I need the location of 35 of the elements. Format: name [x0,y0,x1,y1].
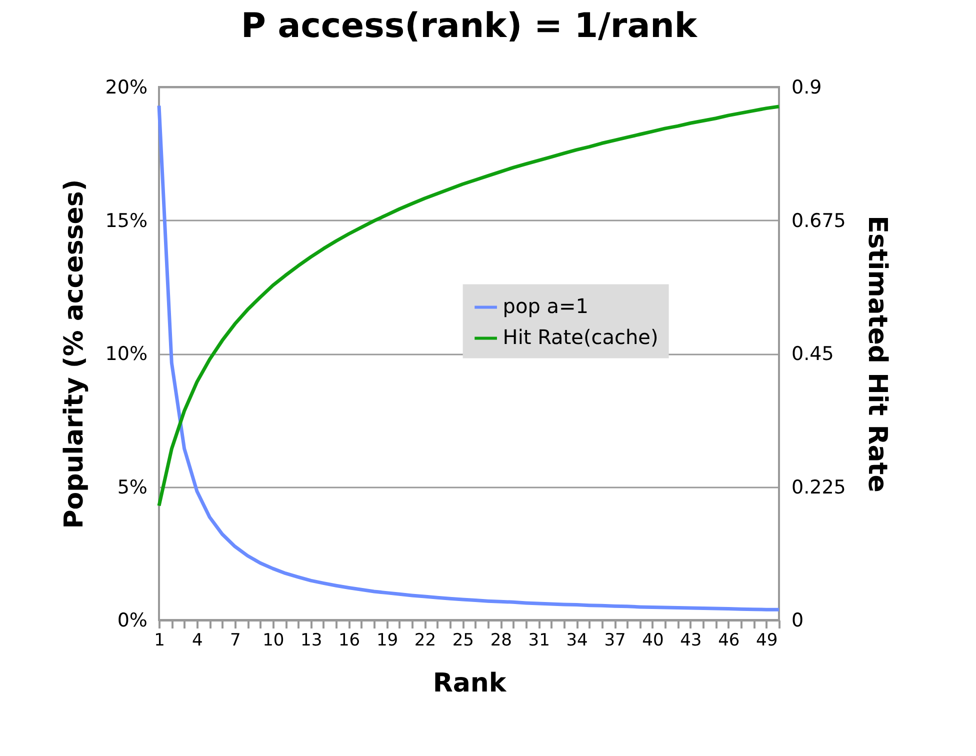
y2-tick-label: 0.45 [792,343,834,365]
x-axis-title: Rank [432,668,507,698]
y2-tick-label: 0 [792,610,804,632]
x-tick-label: 13 [300,630,322,650]
y-tick-label: 10% [105,343,148,365]
x-tick-label: 28 [490,630,512,650]
x-tick-label: 1 [154,630,165,650]
x-tick-label: 16 [338,630,360,650]
x-tick-label: 40 [642,630,664,650]
x-tick-label: 4 [192,630,203,650]
y-tick-label: 0% [117,610,148,632]
legend-label: pop a=1 [502,294,589,318]
y2-axis-title: Estimated Hit Rate [862,216,892,492]
y-tick-label: 20% [105,76,148,98]
chart-title: P access(rank) = 1/rank [241,6,698,46]
x-tick-label: 49 [756,630,778,650]
y-tick-label: 5% [117,476,148,498]
x-tick-label: 46 [718,630,740,650]
x-tick-label: 22 [414,630,436,650]
line-series [157,104,781,612]
y2-tick-label: 0.675 [792,210,846,232]
x-tick-label: 25 [452,630,474,650]
x-tick-label: 19 [376,630,398,650]
y2-tick-label: 0.225 [792,476,846,498]
x-tick-label: 34 [566,630,588,650]
y2-tick-label: 0.9 [792,76,822,98]
line-series [157,104,781,508]
x-tick-label: 37 [604,630,626,650]
y-axis-title: Popularity (% accesses) [59,179,90,529]
x-tick-label: 43 [680,630,702,650]
x-tick-label: 7 [230,630,241,650]
y-tick-label: 15% [105,210,148,232]
legend-label: Hit Rate(cache) [502,325,658,350]
x-tick-label: 10 [262,630,284,650]
x-tick-label: 31 [528,630,550,650]
